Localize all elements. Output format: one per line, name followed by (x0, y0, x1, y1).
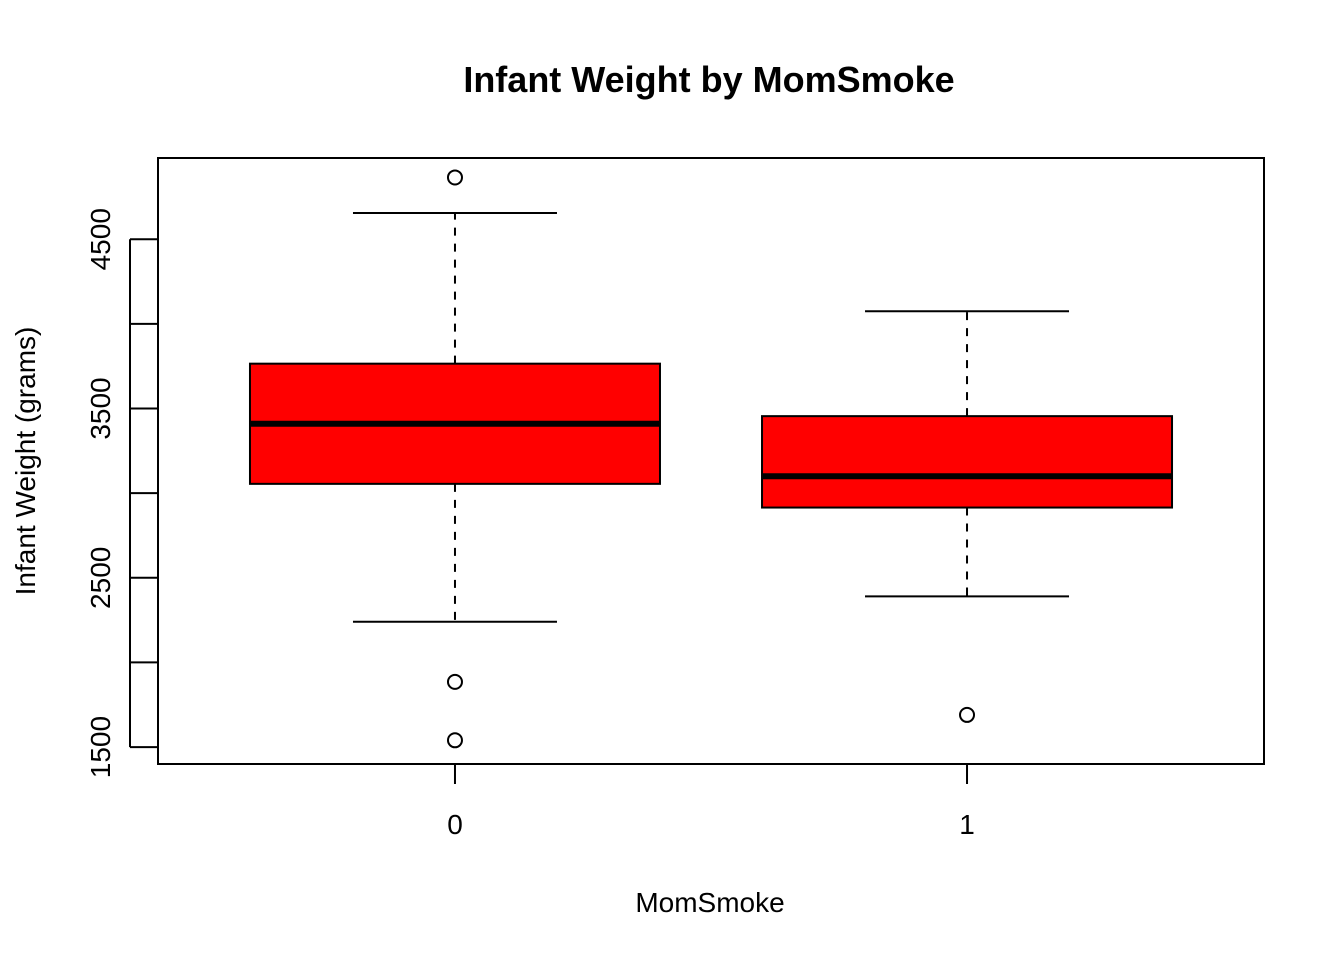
y-axis: 1500 2500 3500 4500 (85, 208, 158, 778)
outlier-point (446, 673, 463, 690)
box-group-0 (248, 169, 661, 749)
y-tick-label: 3500 (85, 377, 116, 439)
outlier-point (446, 732, 463, 749)
x-tick-label: 1 (959, 809, 975, 840)
box-group-1 (761, 310, 1174, 723)
outlier-point (959, 706, 976, 723)
y-tick-label: 4500 (85, 208, 116, 270)
x-tick-label: 0 (447, 809, 463, 840)
iqr-box (761, 415, 1174, 509)
boxes (248, 169, 1174, 749)
y-axis-label: Infant Weight (grams) (10, 327, 41, 596)
x-axis-label: MomSmoke (635, 887, 784, 918)
outlier-point (446, 169, 463, 186)
y-tick-label: 2500 (85, 547, 116, 609)
plot-frame (157, 157, 1265, 765)
y-tick-label: 1500 (85, 716, 116, 778)
chart-title: Infant Weight by MomSmoke (463, 59, 954, 100)
